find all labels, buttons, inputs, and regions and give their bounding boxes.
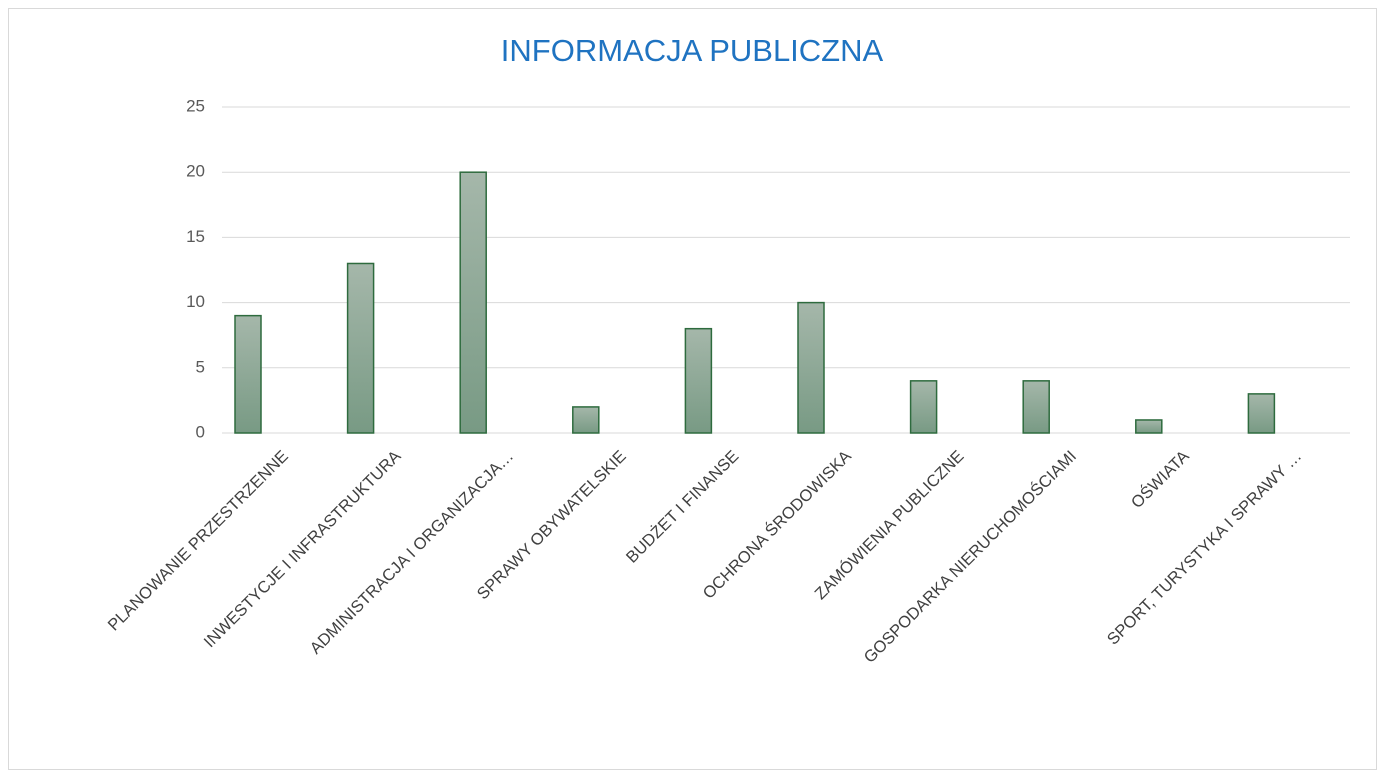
bar [684, 327, 713, 434]
bar [797, 301, 825, 434]
bar [909, 380, 938, 434]
bar [459, 171, 487, 434]
bar [572, 406, 600, 434]
chart-title: INFORMACJA PUBLICZNA [501, 33, 884, 68]
y-tick-label: 15 [186, 227, 205, 246]
bar [1022, 380, 1050, 434]
bar [1135, 419, 1163, 434]
bar [346, 262, 375, 434]
bar [1247, 393, 1276, 434]
y-tick-label: 20 [186, 162, 205, 181]
y-tick-label: 0 [196, 422, 205, 441]
y-tick-label: 25 [186, 96, 205, 115]
y-tick-label: 5 [196, 357, 205, 376]
y-tick-label: 10 [186, 292, 205, 311]
bar [234, 314, 262, 434]
